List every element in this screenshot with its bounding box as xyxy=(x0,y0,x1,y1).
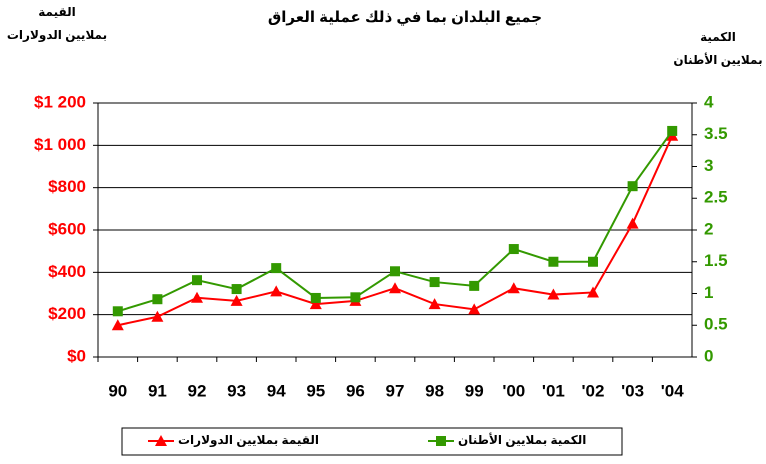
point xyxy=(588,256,598,267)
point xyxy=(390,266,400,277)
point xyxy=(151,310,164,322)
y2-axis-title: الكمية xyxy=(700,30,736,44)
point xyxy=(507,282,520,294)
y-axis-title: بملايين الدولارات xyxy=(7,28,107,43)
point xyxy=(389,282,401,294)
x-tick-label: 99 xyxy=(465,381,484,400)
x-tick-label: 96 xyxy=(346,381,365,400)
point xyxy=(310,292,321,303)
point xyxy=(230,294,243,306)
legend-marker xyxy=(155,435,167,446)
x-tick-label: 98 xyxy=(425,381,444,400)
y-tick-label: $400 xyxy=(48,262,86,281)
y-tick-label: $600 xyxy=(48,219,86,238)
point xyxy=(627,181,638,192)
x-tick-label: 93 xyxy=(227,381,246,400)
chart-title: جميع البلدان بما في ذلك عملية العراق xyxy=(268,9,542,26)
legend-box xyxy=(121,427,623,456)
y2-tick-label: 4 xyxy=(704,92,714,111)
y-tick-label: $1 000 xyxy=(34,135,86,154)
x-tick-label: '00 xyxy=(502,381,525,400)
point xyxy=(270,285,283,297)
y2-tick-label: 1.5 xyxy=(704,251,728,270)
point xyxy=(429,277,440,288)
y2-tick-label: 3.5 xyxy=(704,124,728,143)
point xyxy=(667,125,678,136)
y-tick-label: $1 200 xyxy=(34,92,86,111)
point xyxy=(111,319,124,331)
x-tick-label: 97 xyxy=(386,381,405,400)
y2-tick-label: 3 xyxy=(704,156,713,175)
point xyxy=(350,292,361,303)
x-tick-label: 90 xyxy=(108,381,127,400)
point xyxy=(152,294,163,305)
y2-axis-title: بملايين الأطنان xyxy=(673,52,762,67)
legend-label: القيمة بملايين الدولارات xyxy=(178,433,319,448)
legend-marker xyxy=(436,436,446,446)
point xyxy=(271,263,282,274)
y2-tick-label: 2 xyxy=(704,219,713,238)
x-tick-label: 94 xyxy=(267,381,286,400)
point xyxy=(548,256,559,267)
y-tick-label: $800 xyxy=(48,177,86,196)
x-tick-label: 92 xyxy=(188,381,207,400)
x-tick-label: '01 xyxy=(542,381,565,400)
y-axis-title: القيمة xyxy=(38,5,75,19)
point xyxy=(508,244,519,255)
point xyxy=(309,298,322,310)
y2-tick-label: 2.5 xyxy=(704,188,728,207)
plot-frame xyxy=(97,102,693,358)
x-tick-label: '02 xyxy=(582,381,605,400)
y-tick-label: $0 xyxy=(67,346,86,365)
point xyxy=(192,275,202,286)
point xyxy=(468,303,481,315)
y-tick-label: $200 xyxy=(48,304,86,323)
x-tick-label: '03 xyxy=(621,381,644,400)
y2-tick-label: 0 xyxy=(704,346,713,365)
point xyxy=(191,291,203,303)
legend-label: الكمية بملايين الأطنان xyxy=(458,432,586,447)
point xyxy=(469,280,480,291)
point xyxy=(428,298,441,310)
point xyxy=(112,306,123,317)
point xyxy=(231,284,242,295)
y2-tick-label: 0.5 xyxy=(704,315,728,334)
x-tick-label: '04 xyxy=(661,381,684,400)
point xyxy=(587,286,599,298)
x-tick-label: 91 xyxy=(148,381,167,400)
point xyxy=(547,288,560,300)
point xyxy=(626,217,639,229)
y2-tick-label: 1 xyxy=(704,283,713,302)
x-tick-label: 95 xyxy=(306,381,325,400)
